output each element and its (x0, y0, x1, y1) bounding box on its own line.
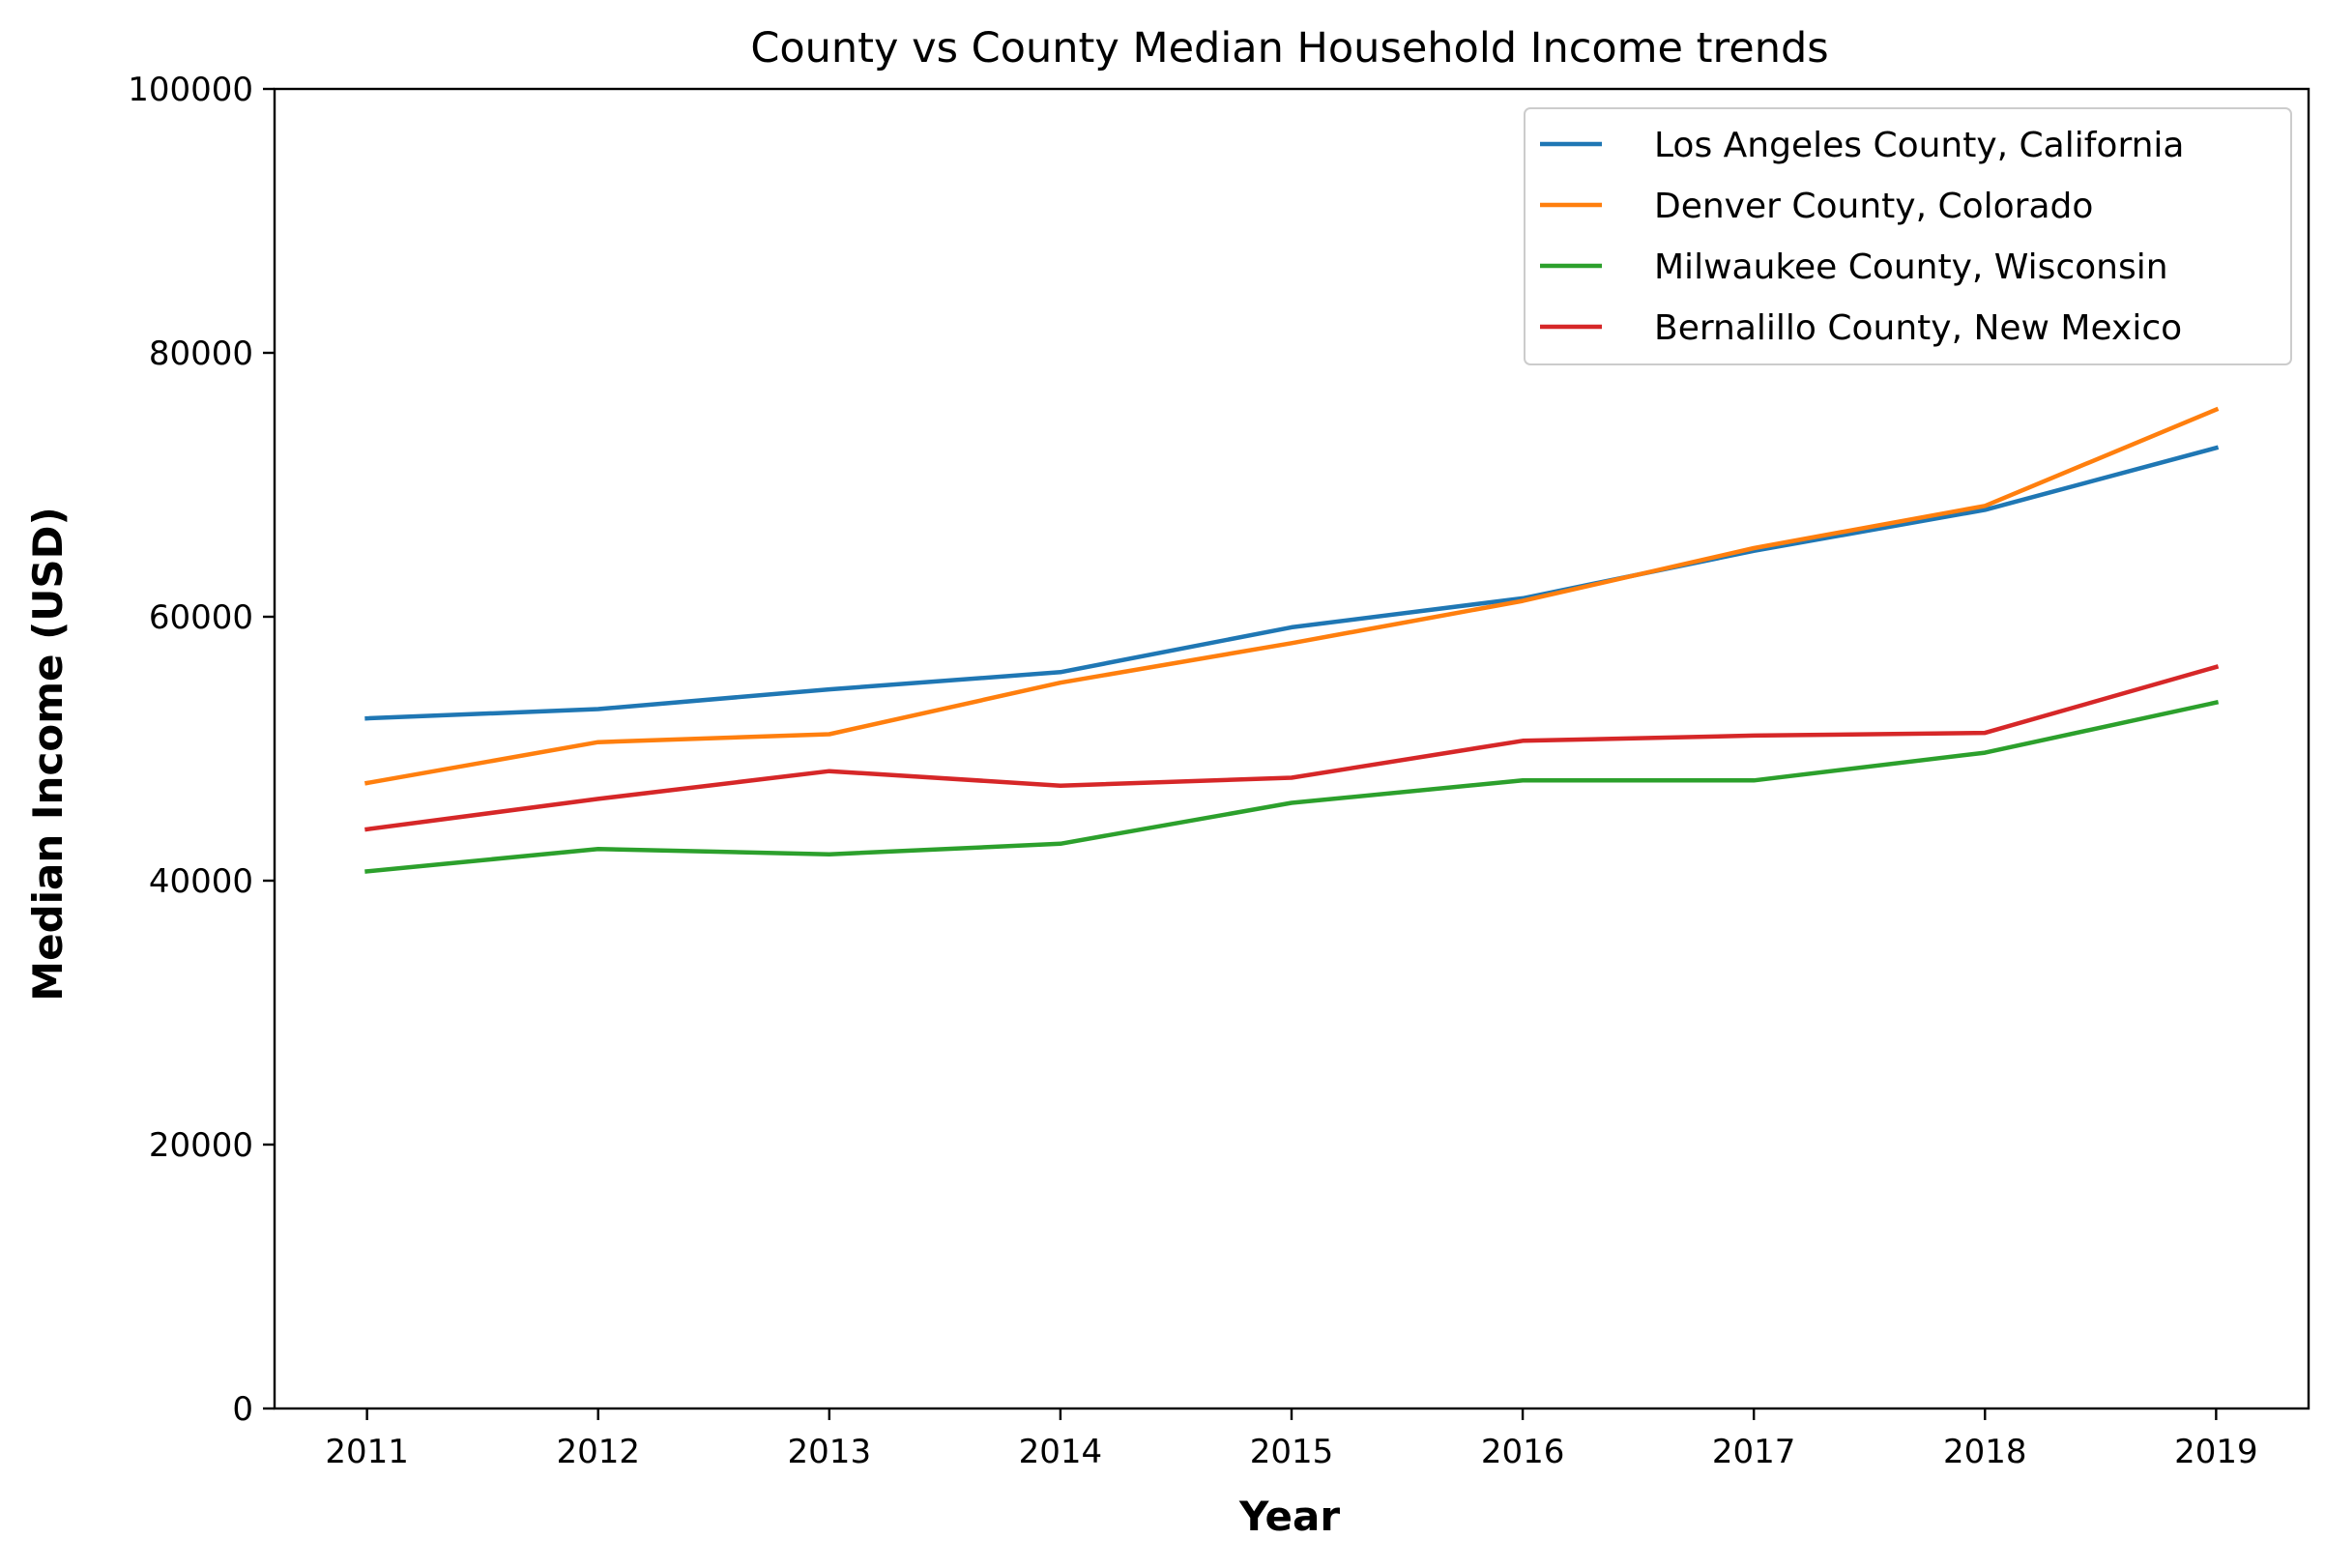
legend-label-1: Denver County, Colorado (1654, 187, 2093, 226)
series-line-2 (364, 700, 2220, 874)
series-line-0 (364, 445, 2220, 721)
x-axis-title: Year (1238, 1493, 1340, 1540)
y-tick-label-4: 80000 (149, 334, 253, 373)
x-tick-label-0: 2011 (325, 1433, 409, 1471)
series-line-1 (363, 406, 2220, 786)
x-tick-label-7: 2018 (1943, 1433, 2027, 1471)
y-tick-label-0: 0 (232, 1390, 253, 1429)
legend-box (1524, 107, 2292, 365)
x-tick-label-1: 2012 (556, 1433, 640, 1471)
legend-label-3: Bernalillo County, New Mexico (1654, 308, 2182, 348)
x-tick-label-2: 2013 (788, 1433, 872, 1471)
legend-label-2: Milwaukee County, Wisconsin (1654, 247, 2168, 287)
x-tick-label-5: 2016 (1481, 1433, 1565, 1471)
legend-label-0: Los Angeles County, California (1654, 126, 2185, 165)
plot-area: 2011 2012 2013 2014 2015 2016 2017 2018 2019 0 200… (128, 71, 2310, 1471)
y-axis-title: Median Income (USD) (24, 507, 72, 1001)
x-tick-label-3: 2014 (1019, 1433, 1103, 1471)
x-tick-label-6: 2017 (1712, 1433, 1796, 1471)
series-line-3 (364, 664, 2220, 832)
x-tick-label-8: 2019 (2174, 1433, 2258, 1471)
y-tick-label-1: 20000 (149, 1126, 253, 1165)
y-tick-label-3: 60000 (149, 598, 253, 637)
legend: Los Angeles County, California Denver Cou… (1524, 107, 2292, 365)
y-tick-label-2: 40000 (149, 862, 253, 901)
chart-title: County vs County Median Household Income… (750, 24, 1828, 73)
y-tick-label-5: 100000 (128, 71, 253, 109)
x-tick-label-4: 2015 (1250, 1433, 1334, 1471)
